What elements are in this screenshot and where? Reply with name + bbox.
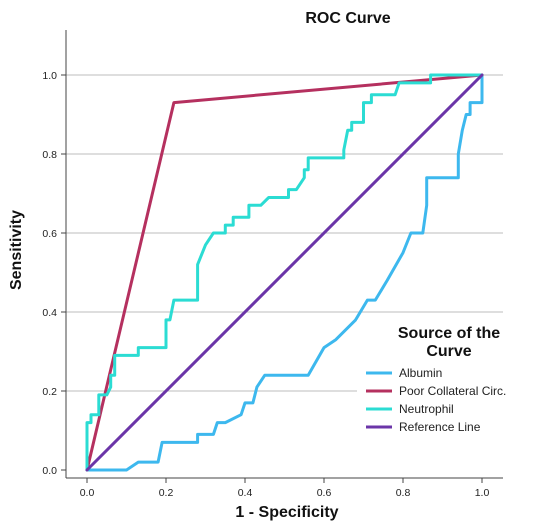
- legend-label: Albumin: [399, 366, 442, 380]
- x-tick-label: 0.2: [159, 487, 174, 499]
- series-line-neutrophil: [85, 73, 484, 472]
- x-ticks: 0.0 0.2 0.4 0.6 0.8 1.0: [80, 478, 490, 499]
- y-tick-label: 1.0: [42, 70, 57, 82]
- x-tick-label: 0.0: [80, 487, 95, 499]
- legend-background: [357, 320, 547, 440]
- y-tick-label: 0.8: [42, 149, 57, 161]
- y-tick-label: 0.4: [42, 307, 57, 319]
- x-axis-label: 1 - Specificity: [235, 504, 338, 521]
- legend-label: Reference Line: [399, 420, 481, 434]
- y-ticks: 0.0 0.2 0.4 0.6 0.8 1.0: [42, 70, 66, 477]
- series-line-poor-collateral-circ: [85, 73, 484, 472]
- y-tick-label: 0.2: [42, 386, 57, 398]
- x-tick-label: 1.0: [475, 487, 490, 499]
- legend: Albumin Poor Collateral Circ. Neutrophil Re…: [366, 366, 506, 434]
- legend-label: Poor Collateral Circ.: [399, 384, 506, 398]
- series-line-albumin: [85, 73, 484, 472]
- y-tick-label: 0.6: [42, 228, 57, 240]
- legend-title-line-2: Curve: [426, 343, 471, 360]
- x-tick-label: 0.8: [396, 487, 411, 499]
- legend-label: Neutrophil: [399, 402, 454, 416]
- series-line-reference-line: [85, 73, 484, 472]
- x-tick-label: 0.6: [317, 487, 332, 499]
- y-axis-label: Sensitivity: [8, 210, 25, 290]
- y-tick-label: 0.0: [42, 465, 57, 477]
- series-lines: [85, 73, 484, 472]
- x-tick-label: 0.4: [238, 487, 253, 499]
- chart-title: ROC Curve: [305, 10, 390, 27]
- legend-title-line-1: Source of the: [398, 325, 500, 342]
